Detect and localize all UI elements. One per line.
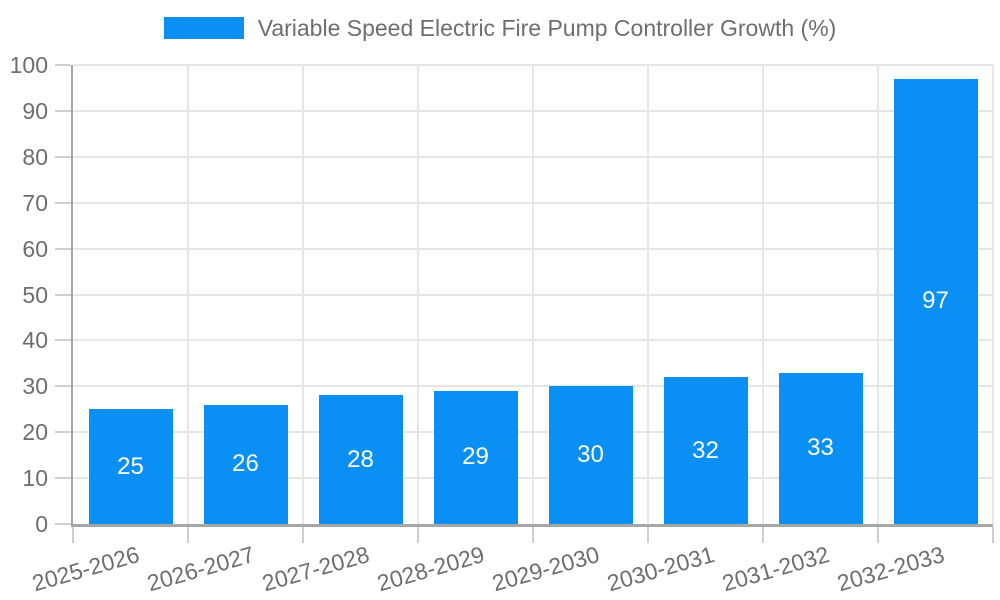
bar-value-label: 26 xyxy=(232,450,259,478)
x-tick-mark xyxy=(992,527,994,543)
x-tick-label: 2031-2032 xyxy=(718,541,832,597)
x-tick-mark xyxy=(762,527,764,543)
gridline-vertical xyxy=(532,65,534,524)
y-tick-mark xyxy=(55,477,71,480)
y-tick-mark xyxy=(55,385,71,388)
gridline-vertical xyxy=(187,65,189,524)
x-tick-mark xyxy=(302,527,304,543)
x-tick-mark xyxy=(532,527,534,543)
y-tick-label: 10 xyxy=(22,465,48,492)
y-tick-label: 60 xyxy=(22,235,48,262)
bar[interactable]: 97 xyxy=(893,78,978,524)
x-tick-mark xyxy=(647,527,649,543)
y-tick-label: 80 xyxy=(22,143,48,170)
y-tick-label: 30 xyxy=(22,373,48,400)
gridline-vertical xyxy=(877,65,879,524)
bar[interactable]: 25 xyxy=(88,409,173,524)
x-tick-mark xyxy=(417,527,419,543)
x-tick-label: 2025-2026 xyxy=(28,541,142,597)
x-tick-label: 2026-2027 xyxy=(143,541,257,597)
y-tick-mark xyxy=(55,293,71,296)
x-tick-label: 2030-2031 xyxy=(603,541,717,597)
bar-value-label: 97 xyxy=(922,287,949,315)
bar-value-label: 29 xyxy=(462,443,489,471)
bar[interactable]: 26 xyxy=(203,404,288,524)
y-tick-mark xyxy=(55,431,71,434)
legend-label: Variable Speed Electric Fire Pump Contro… xyxy=(257,15,837,41)
y-tick-mark xyxy=(55,64,71,66)
bar-value-label: 30 xyxy=(577,441,604,469)
bar[interactable]: 33 xyxy=(778,372,863,524)
y-tick-label: 40 xyxy=(22,327,48,354)
x-tick-label: 2028-2029 xyxy=(373,541,487,597)
gridline-vertical xyxy=(417,65,419,524)
y-tick-label: 20 xyxy=(22,419,48,446)
bar[interactable]: 29 xyxy=(433,390,518,524)
gridline-vertical xyxy=(762,65,764,524)
legend-swatch xyxy=(163,17,244,39)
x-tick-mark xyxy=(877,527,879,543)
y-tick-mark xyxy=(55,155,71,158)
x-tick-label: 2029-2030 xyxy=(488,541,602,597)
x-tick-label: 2027-2028 xyxy=(258,541,372,597)
gridline-vertical xyxy=(647,65,649,524)
x-tick-mark xyxy=(187,527,189,543)
x-axis-line xyxy=(71,524,993,527)
bar[interactable]: 28 xyxy=(318,395,403,524)
x-tick-mark xyxy=(72,527,74,543)
y-tick-label: 90 xyxy=(22,97,48,124)
gridline-vertical xyxy=(992,65,994,524)
legend-item[interactable]: Variable Speed Electric Fire Pump Contro… xyxy=(0,14,1000,42)
y-tick-mark xyxy=(55,247,71,250)
y-tick-label: 50 xyxy=(22,281,48,308)
y-tick-mark xyxy=(55,201,71,204)
y-tick-label: 70 xyxy=(22,189,48,216)
y-tick-mark xyxy=(55,109,71,112)
bar[interactable]: 32 xyxy=(663,377,748,524)
y-axis-line xyxy=(71,65,73,524)
bar-value-label: 32 xyxy=(692,436,719,464)
y-tick-mark xyxy=(55,523,71,525)
x-tick-label: 2032-2033 xyxy=(833,541,947,597)
bar-value-label: 33 xyxy=(807,434,834,462)
y-tick-label: 100 xyxy=(9,52,48,78)
bar-value-label: 28 xyxy=(347,445,374,473)
bar-value-label: 25 xyxy=(117,452,144,480)
gridline-vertical xyxy=(302,65,304,524)
y-tick-mark xyxy=(55,339,71,342)
bar[interactable]: 30 xyxy=(548,386,633,524)
y-tick-label: 0 xyxy=(35,511,48,537)
